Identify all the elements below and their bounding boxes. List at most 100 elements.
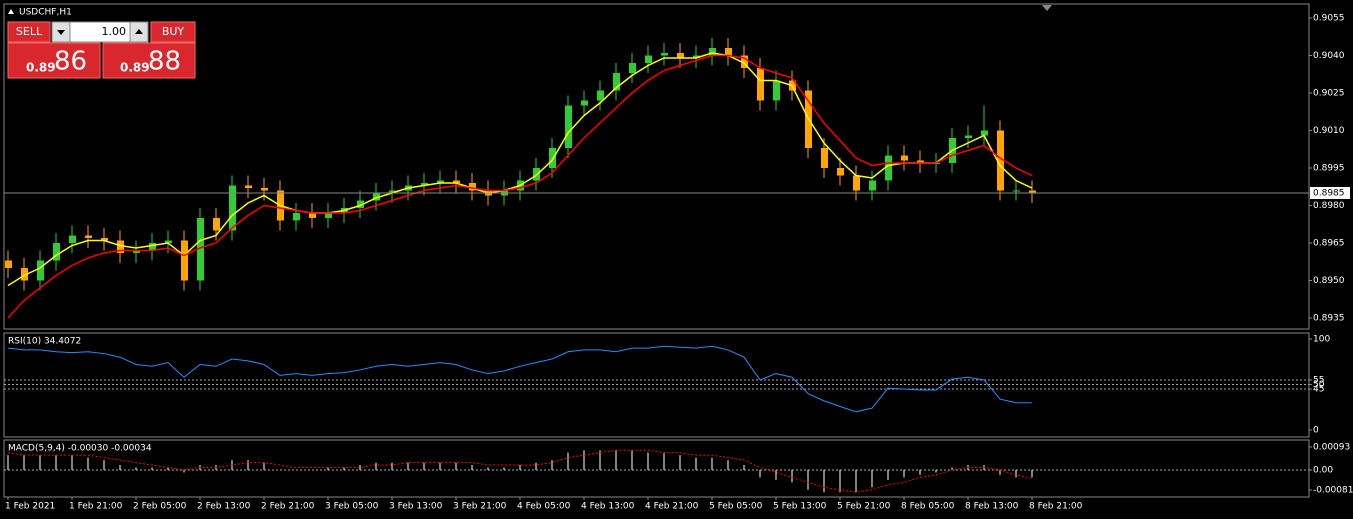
panel-frame	[3, 3, 1310, 330]
buy-price-points: 88	[148, 47, 181, 77]
candle-body	[725, 48, 732, 56]
buy-label[interactable]: BUY	[162, 25, 185, 38]
candle-body	[229, 185, 236, 231]
x-tick-label: 3 Feb 21:00	[453, 502, 507, 512]
sell-price-box[interactable]	[7, 42, 101, 79]
sell-price-prefix: 0.89	[26, 61, 56, 75]
candle-body	[133, 250, 140, 253]
x-tick-label: 2 Feb 21:00	[261, 502, 315, 512]
candle-body	[213, 218, 220, 231]
candle-body	[997, 130, 1004, 191]
buy-button[interactable]	[150, 21, 196, 43]
y-tick-label: 45	[1313, 385, 1324, 395]
x-tick-label: 5 Feb 13:00	[773, 502, 827, 512]
panel-frame	[3, 439, 1310, 498]
current-price-box	[1310, 187, 1350, 199]
y-tick-label: 0.8995	[1313, 164, 1345, 174]
y-tick-label: -0.00081	[1313, 486, 1353, 496]
x-tick-label: 8 Feb 05:00	[901, 502, 955, 512]
candle-body	[613, 73, 620, 91]
y-tick-label: 55	[1313, 375, 1324, 385]
x-tick-label: 3 Feb 05:00	[325, 502, 379, 512]
candle-body	[469, 183, 476, 191]
candle-body	[965, 135, 972, 138]
candle-body	[421, 183, 428, 186]
buy-price-prefix: 0.89	[120, 61, 150, 75]
x-tick-label: 1 Feb 21:00	[69, 502, 123, 512]
y-tick-label: 0.8935	[1313, 314, 1345, 324]
y-tick-label: 0.9055	[1313, 14, 1345, 24]
x-tick-label: 8 Feb 21:00	[1029, 502, 1083, 512]
y-tick-label: 0.8965	[1313, 239, 1345, 249]
y-tick-label: 0.00	[1313, 465, 1333, 475]
y-tick-label: 0	[1313, 426, 1319, 436]
sell-button[interactable]	[7, 21, 51, 43]
candle-body	[549, 148, 556, 168]
volume-down-arrow	[57, 30, 65, 35]
y-tick-label: 0.8950	[1313, 276, 1345, 286]
volume-up-arrow	[135, 29, 143, 34]
candle-body	[773, 80, 780, 101]
candle-body	[821, 148, 828, 168]
candle-body	[357, 200, 364, 208]
y-tick-label: 0.9025	[1313, 89, 1345, 99]
x-tick-label: 4 Feb 13:00	[581, 502, 635, 512]
volume-value[interactable]: 1.00	[102, 25, 127, 38]
sell-price-points: 86	[54, 47, 87, 77]
y-tick-label: 50	[1313, 380, 1325, 390]
candle-body	[149, 243, 156, 251]
candle-body	[661, 53, 668, 56]
candle-body	[565, 105, 572, 148]
indicator-line	[7, 345, 1032, 413]
candle-body	[1029, 190, 1036, 193]
shift-marker	[1042, 5, 1052, 11]
candle-body	[101, 238, 108, 241]
candle-body	[629, 63, 636, 73]
sell-label[interactable]: SELL	[16, 25, 43, 38]
candle-body	[1013, 190, 1020, 192]
x-tick-label: 5 Feb 05:00	[709, 502, 763, 512]
candle-body	[373, 193, 380, 201]
candle-body	[69, 235, 76, 243]
indicator-title: RSI(10) 34.4072	[8, 337, 81, 347]
candle-body	[165, 240, 172, 243]
moving-average	[7, 54, 1033, 319]
y-tick-label: 0.00093	[1313, 443, 1350, 453]
candle-body	[197, 218, 204, 281]
y-tick-label: 0.9040	[1313, 51, 1345, 61]
candle-body	[757, 68, 764, 101]
y-tick-label: 100	[1313, 335, 1330, 345]
moving-average	[7, 52, 1033, 287]
collapse-arrow[interactable]	[8, 9, 14, 14]
candle-body	[85, 235, 92, 238]
candle-body	[885, 155, 892, 181]
buy-price-box[interactable]	[102, 42, 196, 79]
candle-body	[437, 180, 444, 183]
candle-body	[597, 90, 604, 101]
candle-body	[21, 268, 28, 281]
candle-body	[677, 53, 684, 58]
candle-body	[293, 213, 300, 221]
candle-body	[309, 213, 316, 218]
candle-body	[453, 180, 460, 183]
y-tick-label: 0.8980	[1313, 201, 1345, 211]
candle-body	[245, 185, 252, 188]
candle-body	[261, 188, 268, 191]
candle-body	[869, 180, 876, 191]
candle-body	[5, 260, 12, 268]
x-tick-label: 4 Feb 05:00	[517, 502, 571, 512]
candle-body	[709, 48, 716, 56]
symbol-title: USDCHF,H1	[19, 8, 72, 18]
x-tick-label: 8 Feb 13:00	[965, 502, 1019, 512]
candle-body	[181, 240, 188, 281]
x-tick-label: 2 Feb 05:00	[133, 502, 187, 512]
current-price-label: 0.8985	[1313, 189, 1345, 199]
candle-body	[853, 175, 860, 191]
one-click-panel: SELL 1.00 BUY 0.89 86 0.89 88	[7, 21, 196, 79]
candle-body	[37, 260, 44, 281]
candle-body	[917, 160, 924, 163]
x-tick-label: 3 Feb 13:00	[389, 502, 443, 512]
